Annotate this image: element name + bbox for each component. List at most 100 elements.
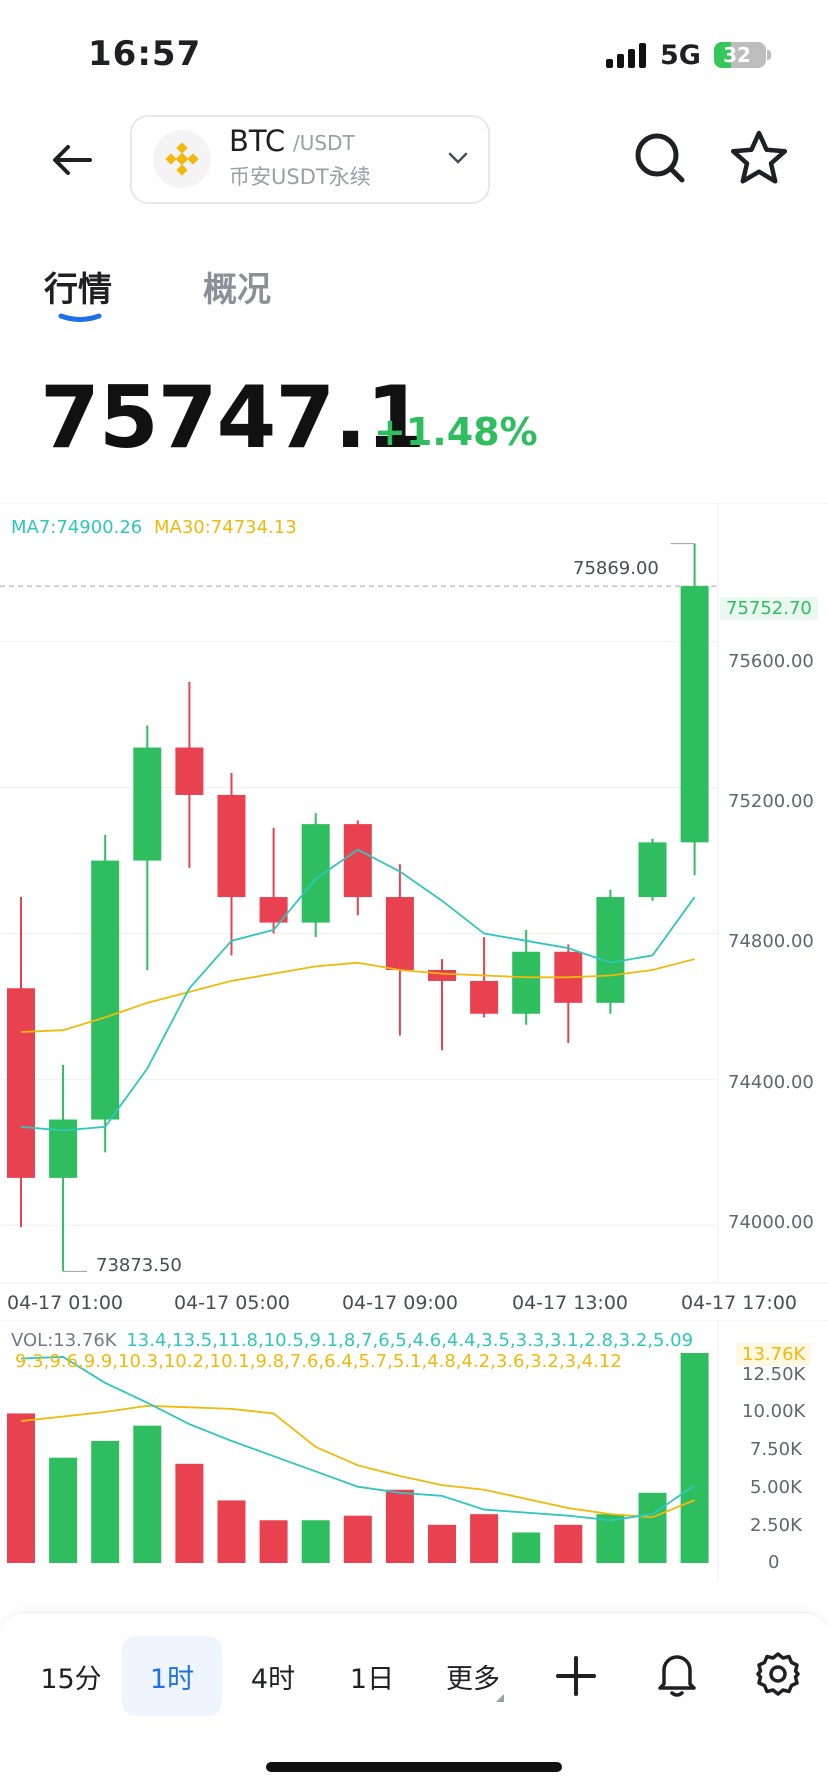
volume-bar-up	[680, 1353, 709, 1563]
pair-subtitle: 币安USDT永续	[229, 165, 371, 189]
interval-4h[interactable]: 4时	[250, 1663, 296, 1695]
x-tick: 04-17 05:00	[174, 1292, 291, 1314]
candle-down	[385, 897, 414, 970]
ma30-label: MA30:74734.13	[153, 517, 297, 538]
pair-selector[interactable]	[130, 115, 490, 204]
tab-market[interactable]: 行情	[44, 270, 112, 310]
volume-bar-up	[133, 1425, 162, 1563]
candle-up	[680, 586, 709, 843]
vol-y-tick: 2.50K	[750, 1515, 802, 1536]
volume-bar-up	[49, 1457, 78, 1563]
candle-up	[596, 897, 625, 1003]
volume-bar-up	[512, 1532, 541, 1563]
battery-level: 32	[723, 43, 751, 67]
vol-y-tick: 7.50K	[750, 1439, 802, 1460]
y-tick: 74400.00	[728, 1072, 814, 1093]
volume-legend: VOL:13.76K 13.4,13.5,11.8,10.5,9.1,8,7,6…	[11, 1330, 828, 1372]
mavol5-line	[20, 1356, 696, 1522]
candlestick-chart[interactable]	[0, 503, 828, 1284]
candle-down	[428, 970, 456, 981]
gear-icon	[756, 1652, 800, 1696]
more-indicator-icon	[496, 1694, 504, 1702]
volume-bar-down	[428, 1524, 456, 1563]
interval-1d[interactable]: 1日	[349, 1663, 395, 1695]
last-price: 75747.1	[40, 368, 426, 468]
volume-bar-up	[91, 1440, 120, 1563]
home-indicator	[266, 1762, 562, 1772]
volume-chart[interactable]	[0, 1320, 828, 1582]
volume-bar-down	[259, 1520, 288, 1563]
signal-icon	[606, 42, 648, 68]
interval-more[interactable]: 更多	[446, 1663, 500, 1695]
pair-base: BTC	[229, 124, 286, 158]
volume-bar-down	[175, 1463, 204, 1563]
status-time: 16:57	[88, 34, 202, 74]
current-price-tag: 75752.70	[720, 597, 818, 620]
alert-button[interactable]	[654, 1648, 700, 1700]
high-price-label: 75869.00	[573, 558, 659, 579]
battery-tip	[767, 50, 771, 60]
candle-up	[91, 860, 120, 1120]
x-tick: 04-17 09:00	[342, 1292, 459, 1314]
candle-down	[7, 988, 35, 1178]
y-tick: 75600.00	[728, 651, 814, 672]
candle-down	[470, 980, 499, 1014]
x-tick: 04-17 13:00	[512, 1292, 629, 1314]
candle-down	[217, 794, 246, 898]
y-tick: 74000.00	[728, 1212, 814, 1233]
ma-legend: MA7:74900.26 MA30:74734.13	[11, 517, 297, 538]
volume-bar-up	[596, 1514, 625, 1563]
tab-underline	[58, 313, 102, 322]
volume-bar-down	[217, 1500, 246, 1563]
vol-y-tick: 0	[768, 1552, 780, 1573]
mavol5-label: 13.4,13.5,11.8,10.5,9.1,8,7,6,5,4.6,4.4,…	[126, 1330, 694, 1351]
ma7-label: MA7:74900.26	[11, 517, 143, 538]
low-price-label: 73873.50	[96, 1255, 182, 1276]
volume-bar-down	[343, 1515, 372, 1563]
binance-logo-icon	[153, 130, 211, 188]
settings-button[interactable]	[754, 1650, 802, 1698]
bell-icon	[658, 1655, 696, 1697]
tab-overview[interactable]: 概况	[203, 270, 271, 310]
candle-up	[512, 951, 541, 1014]
price-change: +1.48%	[374, 410, 538, 454]
interval-15m[interactable]: 15分	[40, 1663, 102, 1695]
candle-down	[343, 824, 372, 898]
candle-up	[49, 1119, 78, 1178]
add-button[interactable]	[554, 1654, 598, 1698]
battery-icon: 32	[714, 42, 766, 68]
volume-current-tag: 13.76K	[736, 1343, 812, 1366]
x-tick: 04-17 17:00	[681, 1292, 798, 1314]
y-tick: 74800.00	[728, 931, 814, 952]
vol-y-tick: 12.50K	[742, 1364, 806, 1385]
search-icon	[635, 133, 685, 183]
search-button[interactable]	[632, 130, 688, 186]
ma7-line	[20, 848, 696, 1132]
volume-bar-up	[638, 1492, 667, 1563]
volume-bar-down	[554, 1524, 583, 1563]
candle-up	[301, 824, 330, 923]
back-button[interactable]	[44, 132, 100, 188]
network-type: 5G	[660, 40, 701, 71]
vol-label: VOL:13.76K	[11, 1330, 117, 1351]
volume-bar-up	[301, 1520, 330, 1563]
candle-up	[638, 842, 667, 898]
volume-bar-down	[385, 1489, 414, 1563]
chevron-down-icon	[447, 150, 469, 164]
favorite-button[interactable]	[728, 128, 790, 190]
mavol10-line	[20, 1404, 695, 1519]
plus-icon	[556, 1656, 596, 1696]
vol-y-tick: 5.00K	[750, 1477, 802, 1498]
candle-down	[175, 747, 204, 795]
vol-y-tick: 10.00K	[742, 1401, 806, 1422]
x-tick: 04-17 01:00	[7, 1292, 124, 1314]
interval-1h[interactable]: 1时	[122, 1636, 222, 1716]
back-arrow-icon	[53, 145, 92, 175]
y-tick: 75200.00	[728, 791, 814, 812]
volume-bar-down	[470, 1514, 499, 1563]
star-icon	[730, 130, 788, 184]
mavol10-label: 9.3,9.6,9.9,10.3,10.2,10.1,9.8,7.6,6.4,5…	[15, 1351, 622, 1372]
ma30-line	[20, 958, 695, 1033]
pair-quote: /USDT	[293, 131, 355, 155]
candle-up	[133, 747, 162, 861]
